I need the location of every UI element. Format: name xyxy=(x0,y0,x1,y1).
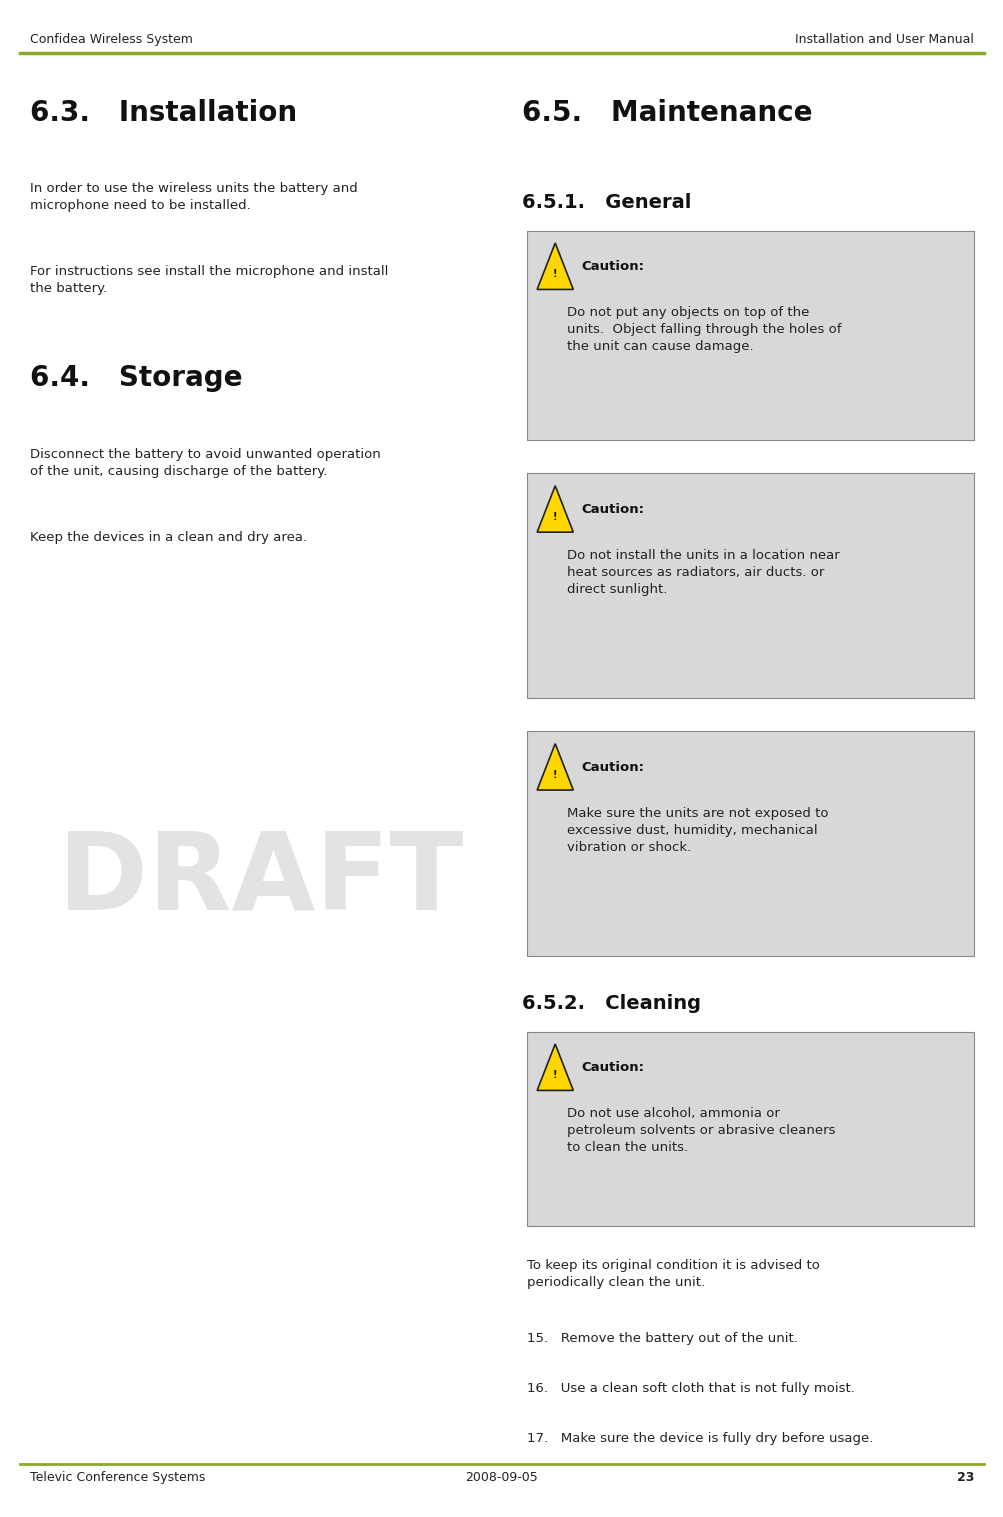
Text: Disconnect the battery to avoid unwanted operation
of the unit, causing discharg: Disconnect the battery to avoid unwanted… xyxy=(30,448,380,478)
Text: To keep its original condition it is advised to
periodically clean the unit.: To keep its original condition it is adv… xyxy=(527,1259,819,1289)
Text: Do not use alcohol, ammonia or
petroleum solvents or abrasive cleaners
to clean : Do not use alcohol, ammonia or petroleum… xyxy=(567,1107,834,1154)
Text: !: ! xyxy=(553,771,557,780)
Text: For instructions see install the microphone and install
the battery.: For instructions see install the microph… xyxy=(30,265,388,296)
FancyBboxPatch shape xyxy=(527,1032,973,1226)
Text: 16.   Use a clean soft cloth that is not fully moist.: 16. Use a clean soft cloth that is not f… xyxy=(527,1382,855,1396)
Text: !: ! xyxy=(553,513,557,522)
Text: In order to use the wireless units the battery and
microphone need to be install: In order to use the wireless units the b… xyxy=(30,182,357,212)
Text: Caution:: Caution: xyxy=(581,1062,644,1074)
Text: Caution:: Caution: xyxy=(581,762,644,774)
Text: 6.4.   Storage: 6.4. Storage xyxy=(30,364,243,391)
Text: Make sure the units are not exposed to
excessive dust, humidity, mechanical
vibr: Make sure the units are not exposed to e… xyxy=(567,807,827,854)
Text: !: ! xyxy=(553,270,557,279)
Text: DRAFT: DRAFT xyxy=(58,827,463,933)
Text: !: ! xyxy=(553,1071,557,1080)
Text: 6.5.2.   Cleaning: 6.5.2. Cleaning xyxy=(522,994,700,1013)
Polygon shape xyxy=(537,243,573,290)
Text: 2008-09-05: 2008-09-05 xyxy=(465,1470,538,1484)
Text: 6.5.   Maintenance: 6.5. Maintenance xyxy=(522,99,811,126)
Polygon shape xyxy=(537,1044,573,1091)
Polygon shape xyxy=(537,743,573,790)
Text: 23: 23 xyxy=(956,1470,973,1484)
Text: Do not install the units in a location near
heat sources as radiators, air ducts: Do not install the units in a location n… xyxy=(567,549,840,596)
FancyBboxPatch shape xyxy=(527,731,973,956)
Text: 15.   Remove the battery out of the unit.: 15. Remove the battery out of the unit. xyxy=(527,1332,797,1346)
FancyBboxPatch shape xyxy=(527,473,973,698)
Text: Keep the devices in a clean and dry area.: Keep the devices in a clean and dry area… xyxy=(30,531,307,545)
Text: Caution:: Caution: xyxy=(581,261,644,273)
Text: Do not put any objects on top of the
units.  Object falling through the holes of: Do not put any objects on top of the uni… xyxy=(567,306,841,353)
Text: 17.   Make sure the device is fully dry before usage.: 17. Make sure the device is fully dry be… xyxy=(527,1432,873,1446)
Text: Televic Conference Systems: Televic Conference Systems xyxy=(30,1470,206,1484)
Polygon shape xyxy=(537,485,573,532)
Text: 6.5.1.   General: 6.5.1. General xyxy=(522,193,691,212)
Text: 6.3.   Installation: 6.3. Installation xyxy=(30,99,297,126)
Text: Confidea Wireless System: Confidea Wireless System xyxy=(30,33,193,47)
Text: Installation and User Manual: Installation and User Manual xyxy=(794,33,973,47)
Text: Caution:: Caution: xyxy=(581,504,644,516)
FancyBboxPatch shape xyxy=(527,231,973,440)
